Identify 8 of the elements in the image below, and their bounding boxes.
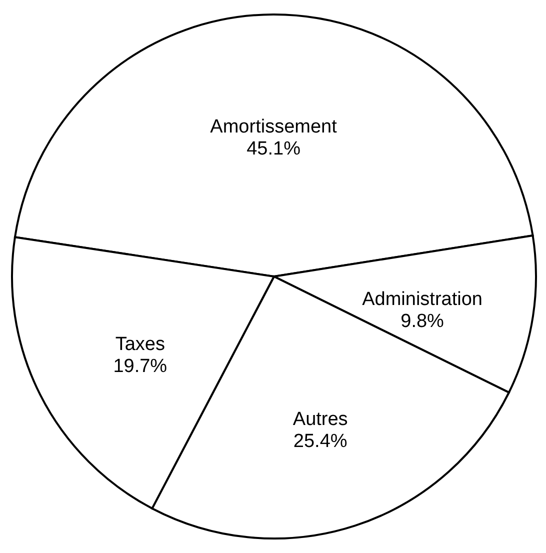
- slice-label: Amortissement: [210, 116, 338, 138]
- slice-label: Administration: [362, 289, 482, 310]
- slice-label: Taxes: [115, 334, 165, 356]
- data-label: 25.4%: [293, 431, 348, 452]
- slice-label: Autres: [292, 409, 348, 430]
- data-label: 45.1%: [246, 138, 301, 160]
- data-label: 19.7%: [113, 356, 168, 378]
- data-label: 9.8%: [400, 311, 444, 332]
